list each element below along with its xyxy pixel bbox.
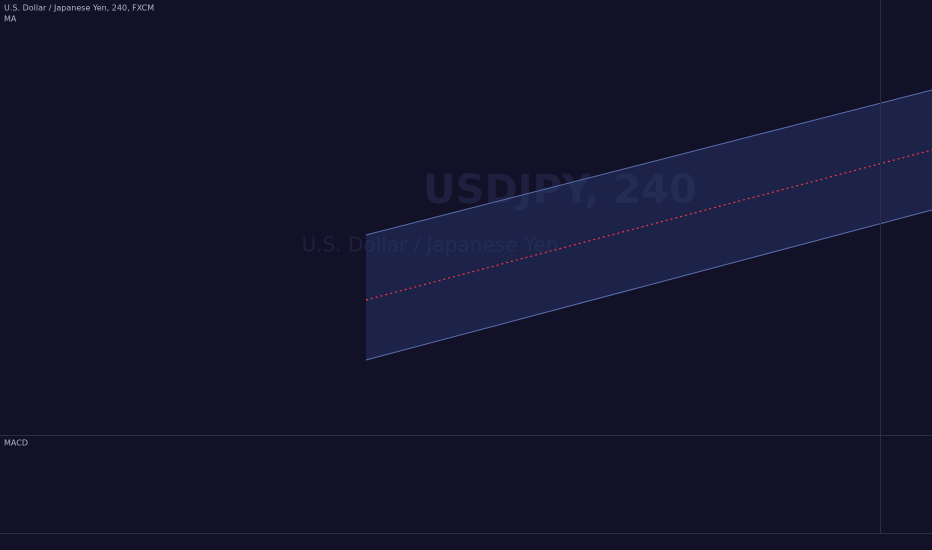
watermark-subtitle: U.S. Dollar / Japanese Yen xyxy=(302,233,559,257)
channel-edge xyxy=(365,89,932,236)
watermark: USDJPY, 240 xyxy=(423,167,697,213)
indicator-label: MA xyxy=(4,15,17,24)
macd-title: MACD xyxy=(4,439,28,448)
trend-channel xyxy=(366,90,932,360)
channel-edge xyxy=(365,209,932,361)
chart-title: U.S. Dollar / Japanese Yen, 240, FXCM xyxy=(4,4,154,13)
